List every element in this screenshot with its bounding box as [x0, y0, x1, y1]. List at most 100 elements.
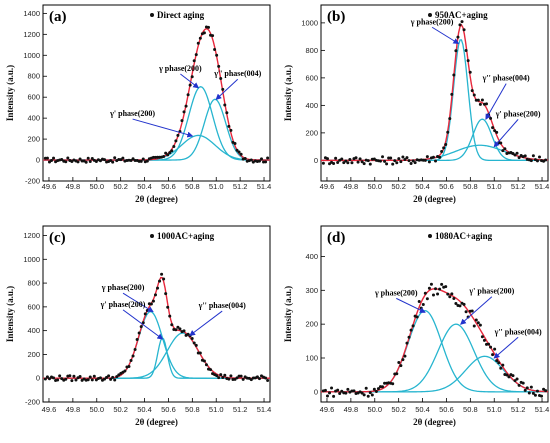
data-point: [366, 159, 370, 163]
panel-label: (b): [327, 9, 345, 25]
chart-panel-2: 49.6 49.8 50.0 50.2 50.4 50.6 50.8 51.0 51.2 51.4…: [283, 4, 550, 204]
data-point: [160, 272, 164, 276]
data-point: [76, 160, 80, 164]
data-point: [336, 388, 340, 392]
data-point: [66, 156, 70, 160]
data-point: [354, 156, 358, 160]
data-point: [60, 377, 64, 381]
data-point: [168, 151, 172, 155]
data-point: [511, 374, 515, 378]
data-point: [235, 376, 239, 380]
data-point: [170, 149, 174, 153]
data-point: [111, 160, 115, 164]
y-axis-title: Intensity (a.u.): [5, 286, 15, 342]
data-point: [153, 293, 157, 297]
data-point: [241, 377, 245, 381]
data-point: [421, 302, 425, 306]
data-point: [219, 76, 223, 80]
data-point: [58, 374, 62, 378]
x-tick-label: 51.4: [257, 182, 272, 191]
fit-curve: [321, 23, 548, 162]
data-point: [399, 364, 403, 368]
x-tick-label: 50.4: [137, 182, 152, 191]
data-point: [450, 292, 454, 296]
annotation-arrow: [122, 309, 164, 340]
data-point: [391, 382, 395, 386]
data-point: [143, 312, 147, 316]
y-axis-title: Intensity (a.u.): [283, 65, 293, 121]
data-point: [460, 20, 464, 24]
data-point: [223, 373, 227, 377]
data-point: [466, 59, 470, 63]
data-point: [223, 103, 227, 107]
data-point: [425, 155, 429, 159]
legend-label: 1000AC+aging: [157, 231, 215, 241]
x-tick-label: 51.0: [487, 182, 502, 191]
x-tick-label: 51.4: [535, 182, 550, 191]
data-point: [92, 374, 96, 378]
data-point: [70, 379, 74, 383]
data-point: [141, 157, 145, 161]
data-point: [468, 70, 472, 74]
data-point: [346, 161, 350, 165]
data-point: [217, 376, 221, 380]
data-point: [325, 157, 329, 161]
data-point: [237, 150, 241, 154]
data-point: [255, 375, 259, 379]
legend-label: 1080AC+aging: [435, 231, 493, 241]
data-point: [166, 305, 170, 309]
data-point: [403, 354, 407, 358]
data-point: [438, 287, 442, 291]
component-curve-3: [43, 332, 270, 379]
data-point: [456, 35, 460, 39]
data-point: [325, 394, 329, 398]
data-point: [487, 342, 491, 346]
data-point: [544, 389, 548, 393]
y-tick-label: 1000: [301, 18, 318, 27]
data-point: [470, 309, 474, 313]
data-point: [517, 156, 521, 160]
data-point: [350, 161, 354, 165]
peak-annotation-2: γ'' phase(004): [213, 69, 261, 78]
data-point: [60, 157, 64, 161]
data-point: [94, 159, 98, 163]
x-tick-label: 50.6: [161, 405, 176, 414]
chart-panel-1: 49.6 49.8 50.0 50.2 50.4 50.6 50.8 51.0 51.2 51.4…: [5, 4, 272, 204]
annotation-arrow: [132, 118, 194, 138]
peak-annotation-2: γ'' phase(004): [482, 74, 530, 83]
data-point: [489, 116, 493, 120]
data-point: [476, 321, 480, 325]
data-point: [356, 160, 360, 164]
data-point: [344, 159, 348, 163]
data-point: [531, 391, 535, 395]
annotation-arrow: [493, 119, 519, 148]
data-point: [397, 360, 401, 364]
plot-area: [321, 282, 548, 398]
data-point: [452, 296, 456, 300]
data-point: [131, 354, 135, 358]
data-point: [188, 83, 192, 87]
data-point: [537, 155, 541, 159]
data-point: [362, 393, 366, 397]
data-point: [215, 53, 219, 57]
data-point: [47, 377, 51, 381]
data-point: [227, 124, 231, 128]
data-point: [431, 155, 435, 159]
data-point: [340, 157, 344, 161]
data-point: [372, 387, 376, 391]
data-point: [464, 49, 468, 53]
annotation-arrow: [180, 73, 200, 89]
data-point: [489, 345, 493, 349]
peak-annotation-1: γ phase(200): [101, 283, 145, 292]
data-point: [374, 390, 378, 394]
plot-frame: [320, 4, 549, 182]
x-tick-label: 51.0: [209, 405, 224, 414]
data-point: [239, 152, 243, 156]
peak-annotation-3: γ'' phase(004): [198, 301, 246, 310]
data-point: [472, 324, 476, 328]
data-point: [395, 372, 399, 376]
data-point: [540, 394, 544, 398]
data-point: [423, 291, 427, 295]
data-point: [257, 377, 261, 381]
data-point: [131, 157, 135, 161]
